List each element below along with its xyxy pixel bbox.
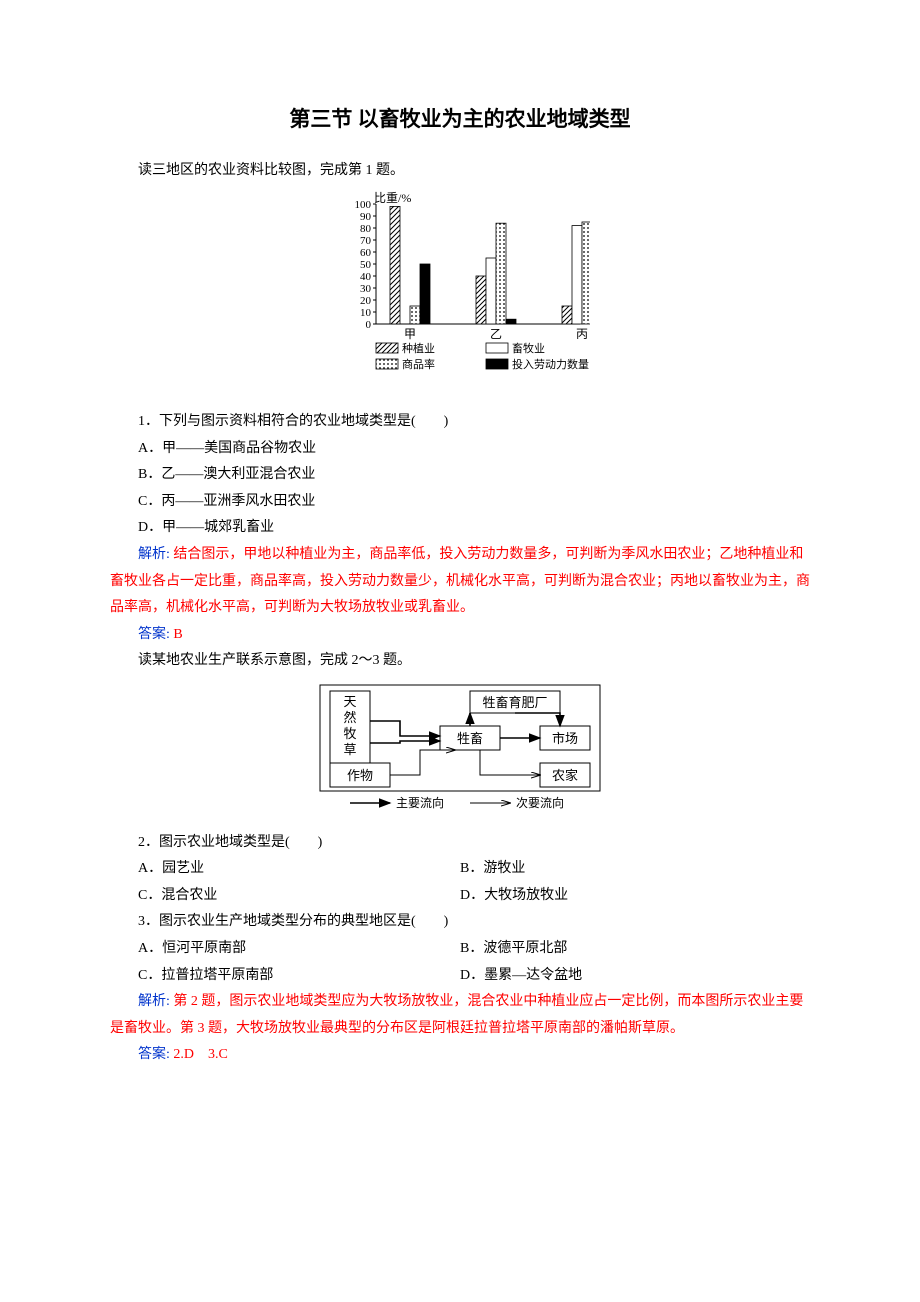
q3-stem: 3．图示农业生产地域类型分布的典型地区是( ) bbox=[110, 909, 810, 936]
svg-text:牲畜育肥厂: 牲畜育肥厂 bbox=[482, 695, 547, 710]
explain-label-23: 解析: bbox=[138, 994, 170, 1009]
q3-row-cd: C．拉普拉塔平原南部 D．墨累—达令盆地 bbox=[110, 963, 810, 990]
chart-1-svg: 比重/% 0102030405060708090100 甲 乙 丙种植业 畜牧业商品率 投入… bbox=[330, 190, 590, 390]
svg-text:丙: 丙 bbox=[576, 327, 588, 341]
svg-text:市场: 市场 bbox=[552, 731, 578, 746]
svg-text:30: 30 bbox=[360, 283, 372, 295]
q3-opt-b: B．波德平原北部 bbox=[460, 936, 810, 963]
q2-row-ab: A．园艺业 B．游牧业 bbox=[110, 856, 810, 883]
q23-answer: 答案: 2.D 3.C bbox=[110, 1042, 810, 1069]
q2-opt-b: B．游牧业 bbox=[460, 856, 810, 883]
answer-label: 答案: bbox=[138, 627, 170, 642]
chart-2-svg: 天然牧草作物 牲畜育肥厂牲畜 市场农家主要流向 次要流向 bbox=[300, 681, 620, 811]
svg-text:主要流向: 主要流向 bbox=[396, 795, 444, 810]
figure-2: 天然牧草作物 牲畜育肥厂牲畜 市场农家主要流向 次要流向 bbox=[110, 681, 810, 822]
svg-text:比重/%: 比重/% bbox=[374, 191, 411, 205]
svg-text:10: 10 bbox=[360, 307, 372, 319]
q3-opt-a: A．恒河平原南部 bbox=[110, 936, 460, 963]
svg-text:20: 20 bbox=[360, 295, 372, 307]
svg-text:100: 100 bbox=[355, 199, 372, 211]
q1-answer: 答案: B bbox=[110, 622, 810, 649]
svg-text:然: 然 bbox=[343, 710, 356, 725]
svg-text:作物: 作物 bbox=[347, 768, 373, 783]
svg-text:畜牧业: 畜牧业 bbox=[512, 341, 545, 355]
answer-body-23: 2.D 3.C bbox=[173, 1047, 227, 1062]
q1-opt-a: A．甲——美国商品谷物农业 bbox=[110, 436, 810, 463]
svg-text:牲畜: 牲畜 bbox=[457, 731, 483, 746]
q1-opt-b: B．乙——澳大利亚混合农业 bbox=[110, 462, 810, 489]
svg-text:80: 80 bbox=[360, 223, 372, 235]
svg-text:0: 0 bbox=[366, 319, 372, 331]
svg-text:种植业: 种植业 bbox=[402, 341, 435, 355]
explain-label: 解析: bbox=[138, 547, 170, 562]
svg-text:90: 90 bbox=[360, 211, 372, 223]
svg-text:40: 40 bbox=[360, 271, 372, 283]
svg-text:牧: 牧 bbox=[343, 726, 356, 741]
q1-opt-c: C．丙——亚洲季风水田农业 bbox=[110, 489, 810, 516]
intro-q1: 读三地区的农业资料比较图，完成第 1 题。 bbox=[110, 158, 810, 185]
q3-opt-c: C．拉普拉塔平原南部 bbox=[110, 963, 460, 990]
section-title: 第三节 以畜牧业为主的农业地域类型 bbox=[110, 100, 810, 140]
svg-text:天: 天 bbox=[343, 694, 356, 709]
svg-text:乙: 乙 bbox=[490, 327, 502, 341]
svg-text:次要流向: 次要流向 bbox=[516, 795, 564, 810]
explain-body-23: 第 2 题，图示农业地域类型应为大牧场放牧业，混合农业中种植业应占一定比例，而本… bbox=[110, 994, 803, 1036]
answer-label-23: 答案: bbox=[138, 1047, 170, 1062]
q1-opt-d: D．甲——城郊乳畜业 bbox=[110, 515, 810, 542]
q2-opt-d: D．大牧场放牧业 bbox=[460, 883, 810, 910]
explain-body: 结合图示，甲地以种植业为主，商品率低，投入劳动力数量多，可判断为季风水田农业；乙… bbox=[110, 547, 810, 615]
q1-stem: 1．下列与图示资料相符合的农业地域类型是( ) bbox=[110, 409, 810, 436]
svg-text:50: 50 bbox=[360, 259, 372, 271]
svg-text:60: 60 bbox=[360, 247, 372, 259]
figure-1: 比重/% 0102030405060708090100 甲 乙 丙种植业 畜牧业商品率 投入… bbox=[110, 190, 810, 401]
q1-explanation: 解析: 结合图示，甲地以种植业为主，商品率低，投入劳动力数量多，可判断为季风水田… bbox=[110, 542, 810, 622]
q23-explanation: 解析: 第 2 题，图示农业地域类型应为大牧场放牧业，混合农业中种植业应占一定比… bbox=[110, 989, 810, 1042]
svg-text:70: 70 bbox=[360, 235, 372, 247]
q3-row-ab: A．恒河平原南部 B．波德平原北部 bbox=[110, 936, 810, 963]
q2-stem: 2．图示农业地域类型是( ) bbox=[110, 830, 810, 857]
svg-text:商品率: 商品率 bbox=[402, 357, 435, 371]
q2-row-cd: C．混合农业 D．大牧场放牧业 bbox=[110, 883, 810, 910]
intro-q23: 读某地农业生产联系示意图，完成 2～3 题。 bbox=[110, 648, 810, 675]
q2-opt-a: A．园艺业 bbox=[110, 856, 460, 883]
svg-text:甲: 甲 bbox=[404, 327, 416, 341]
svg-text:投入劳动力数量: 投入劳动力数量 bbox=[512, 357, 589, 371]
svg-text:农家: 农家 bbox=[552, 768, 578, 783]
q3-opt-d: D．墨累—达令盆地 bbox=[460, 963, 810, 990]
answer-body: B bbox=[173, 627, 182, 642]
page: 第三节 以畜牧业为主的农业地域类型 读三地区的农业资料比较图，完成第 1 题。 … bbox=[0, 0, 920, 1129]
svg-text:草: 草 bbox=[343, 742, 356, 757]
q2-opt-c: C．混合农业 bbox=[110, 883, 460, 910]
